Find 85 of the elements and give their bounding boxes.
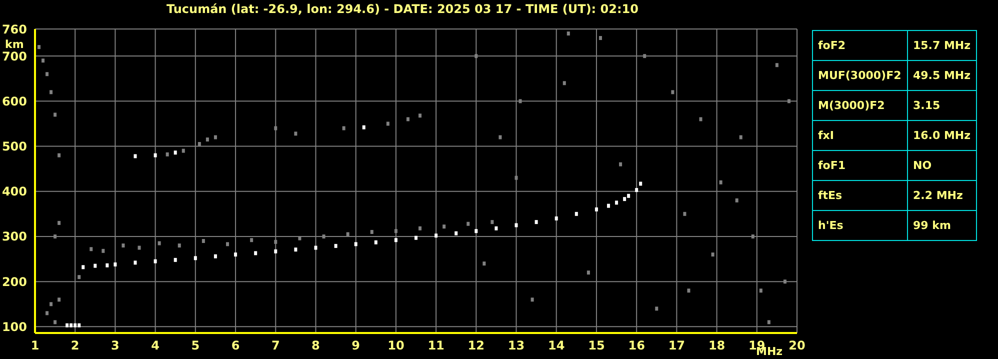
text: MUF(3000)F2 — [812, 60, 908, 90]
point — [274, 249, 278, 254]
text: ftEs — [812, 180, 908, 210]
point — [82, 265, 85, 270]
x-tick-label: 2 — [70, 338, 80, 353]
text: fxI — [812, 120, 908, 150]
point — [78, 323, 81, 328]
x-tick-label: 14 — [548, 338, 565, 353]
y-tick-label: 400 — [2, 184, 27, 199]
text: 49.5 MHz — [908, 60, 976, 90]
point — [154, 259, 157, 264]
point — [594, 207, 598, 212]
text: M(3000)F2 — [812, 90, 908, 120]
point — [623, 197, 626, 202]
x-tick-label: 15 — [588, 338, 605, 353]
x-tick-label: 17 — [668, 338, 686, 353]
text: 2.2 MHz — [908, 180, 976, 210]
point — [106, 263, 109, 268]
text: foF2 — [812, 30, 908, 60]
point — [66, 323, 69, 328]
point — [554, 216, 558, 220]
point — [615, 200, 618, 205]
point — [134, 154, 137, 158]
text: NO — [908, 150, 976, 180]
point — [574, 212, 578, 216]
point — [314, 246, 318, 250]
y-tick-label: 500 — [2, 140, 27, 154]
text: h'Es — [812, 210, 908, 240]
point — [74, 323, 77, 328]
y-tick-label: 600 — [2, 94, 27, 108]
point — [354, 242, 358, 246]
point — [627, 194, 630, 198]
y-tick-label: 300 — [2, 230, 27, 244]
x-tick-label: 16 — [628, 338, 645, 353]
point — [154, 153, 157, 158]
x-tick-label: 5 — [191, 338, 200, 353]
text: 3.15 — [908, 90, 976, 120]
point — [174, 258, 177, 262]
y-tick-label: 760 — [2, 22, 27, 36]
point — [639, 182, 642, 186]
point — [607, 204, 610, 208]
x-tick-label: 6 — [231, 338, 240, 353]
x-tick-label: 20 — [788, 338, 806, 353]
x-tick-label: 7 — [271, 338, 280, 353]
point — [394, 238, 398, 242]
point — [70, 323, 73, 328]
point — [494, 226, 498, 230]
x-tick-label: 9 — [352, 338, 360, 353]
text: 99 km — [908, 210, 976, 240]
point — [635, 188, 638, 192]
x-tick-label: 13 — [508, 338, 525, 353]
text: foF1 — [812, 150, 908, 180]
point — [414, 236, 418, 240]
point — [254, 251, 258, 256]
point — [434, 234, 438, 238]
point — [194, 256, 197, 260]
point — [474, 229, 478, 234]
point — [174, 150, 177, 155]
point — [362, 125, 366, 130]
y-tick-label: 200 — [2, 274, 27, 289]
point — [94, 264, 97, 268]
chart-title: Tucumán (lat: -26.9, lon: 294.6) - DATE: 2025 03 17 - TIME (UT): 02:10 — [166, 2, 640, 16]
point — [334, 244, 338, 248]
point — [234, 252, 238, 257]
x-tick-label: 1 — [30, 338, 40, 353]
text: 16.0 MHz — [908, 120, 976, 150]
y-axis-title: km — [5, 38, 24, 51]
point — [454, 231, 458, 236]
x-tick-label: 8 — [312, 338, 320, 353]
point — [134, 260, 137, 265]
point — [214, 254, 217, 258]
x-tick-label: 18 — [708, 338, 726, 353]
text: 15.7 MHz — [908, 30, 976, 60]
point — [374, 240, 378, 244]
point — [294, 248, 298, 252]
x-tick-label: 4 — [151, 338, 160, 353]
y-tick-label: 100 — [2, 320, 27, 334]
point — [514, 223, 518, 228]
x-tick-label: 12 — [468, 338, 485, 353]
point — [114, 262, 117, 266]
x-tick-label: 10 — [388, 338, 404, 353]
x-tick-label: 3 — [111, 338, 120, 353]
y-tick-label: 700 — [2, 49, 27, 64]
point — [534, 220, 538, 224]
x-tick-label: 11 — [428, 338, 444, 353]
